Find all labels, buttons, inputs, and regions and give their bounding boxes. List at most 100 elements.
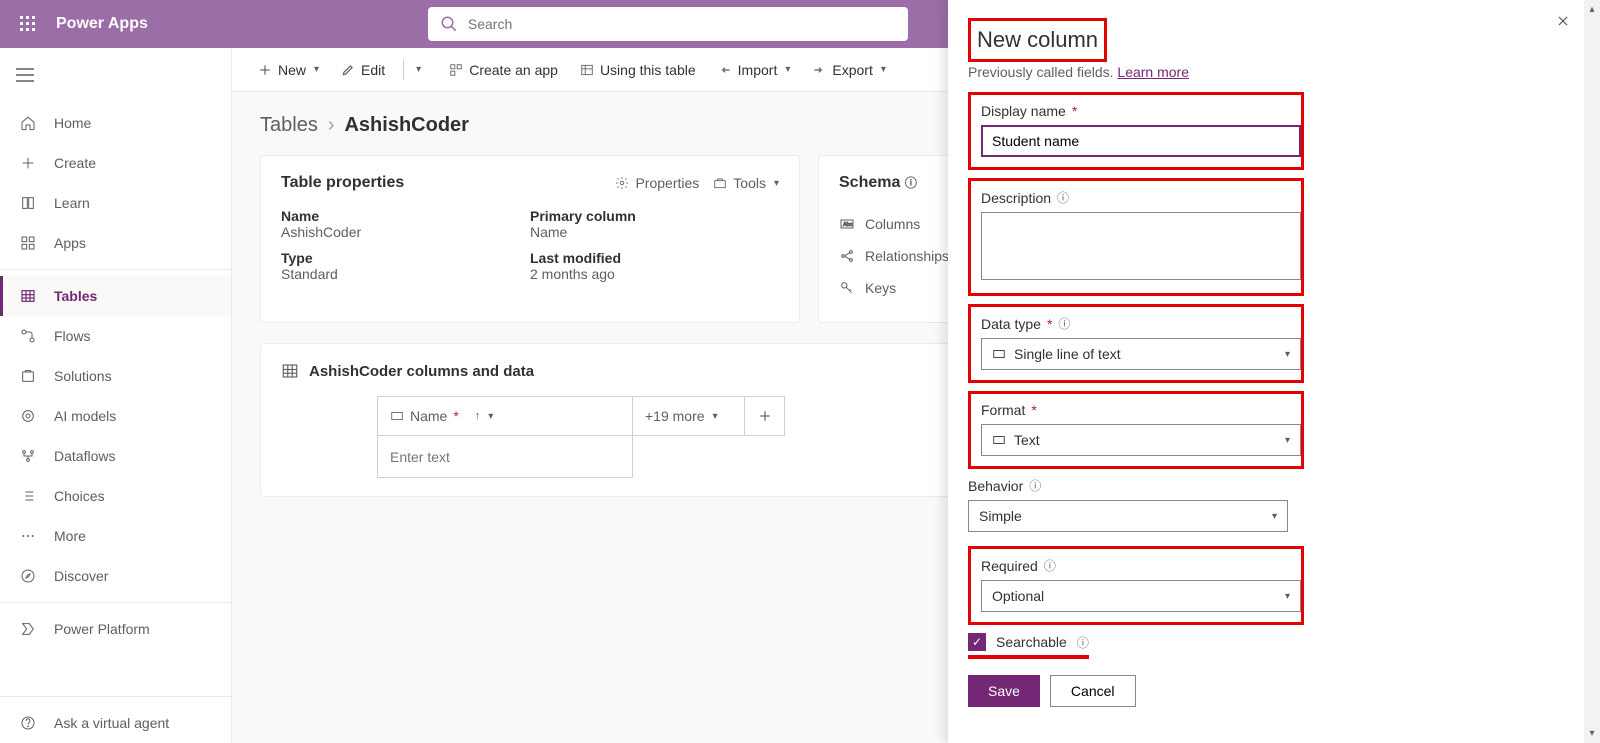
waffle-icon[interactable] bbox=[12, 8, 44, 40]
sidebar: Home Create Learn Apps Tables Flows Solu… bbox=[0, 48, 232, 743]
sidebar-item-ai-models[interactable]: AI models bbox=[0, 396, 231, 436]
properties-link[interactable]: Properties bbox=[615, 175, 699, 191]
prop-name-label: Name bbox=[281, 208, 530, 224]
breadcrumb-root[interactable]: Tables bbox=[260, 114, 318, 137]
prop-modified-value: 2 months ago bbox=[530, 266, 779, 282]
sidebar-item-dataflows[interactable]: Dataflows bbox=[0, 436, 231, 476]
table-properties-card: Table properties Properties Tools▾ Name … bbox=[260, 155, 800, 323]
export-button[interactable]: Export▾ bbox=[804, 56, 894, 84]
new-button[interactable]: New▾ bbox=[250, 56, 327, 84]
sidebar-item-power-platform[interactable]: Power Platform bbox=[0, 609, 231, 649]
sidebar-item-label: Dataflows bbox=[54, 448, 115, 464]
description-input[interactable] bbox=[981, 212, 1301, 280]
new-column-panel: New column Previously called fields. Lea… bbox=[948, 0, 1584, 743]
column-header-name[interactable]: Name* ↑▾ bbox=[377, 396, 633, 436]
prop-primary-value: Name bbox=[530, 224, 779, 240]
more-columns[interactable]: +19 more▾ bbox=[633, 396, 745, 436]
panel-title: New column bbox=[977, 27, 1098, 53]
learn-more-link[interactable]: Learn more bbox=[1117, 64, 1189, 80]
search-input[interactable] bbox=[468, 16, 896, 32]
sidebar-item-flows[interactable]: Flows bbox=[0, 316, 231, 356]
platform-icon bbox=[18, 619, 38, 639]
search-icon bbox=[440, 15, 458, 33]
section-title: AshishCoder columns and data bbox=[309, 363, 534, 380]
import-button[interactable]: Import▾ bbox=[710, 56, 799, 84]
sidebar-item-create[interactable]: Create bbox=[0, 143, 231, 183]
breadcrumb-current: AshishCoder bbox=[344, 114, 468, 137]
plus-icon bbox=[258, 63, 272, 77]
edit-button[interactable]: Edit bbox=[333, 56, 393, 84]
app-title: Power Apps bbox=[56, 15, 148, 33]
apps-icon bbox=[18, 233, 38, 253]
sidebar-item-tables[interactable]: Tables bbox=[0, 276, 231, 316]
chevron-down-icon: ▾ bbox=[774, 178, 779, 189]
save-button[interactable]: Save bbox=[968, 675, 1040, 707]
card-title: Schema ⓘ bbox=[839, 174, 917, 192]
sidebar-item-choices[interactable]: Choices bbox=[0, 476, 231, 516]
plus-icon bbox=[18, 153, 38, 173]
table-icon bbox=[580, 63, 594, 77]
add-column-button[interactable] bbox=[745, 396, 785, 436]
solutions-icon bbox=[18, 366, 38, 386]
behavior-dropdown[interactable]: Simple ▾ bbox=[968, 500, 1288, 532]
chevron-down-icon: ▾ bbox=[488, 411, 493, 422]
chevron-down-icon: ▾ bbox=[881, 64, 886, 75]
search-box[interactable] bbox=[428, 7, 908, 41]
sidebar-item-label: AI models bbox=[54, 408, 116, 424]
book-icon bbox=[18, 193, 38, 213]
sidebar-item-solutions[interactable]: Solutions bbox=[0, 356, 231, 396]
prop-name-value: AshishCoder bbox=[281, 224, 530, 240]
info-icon[interactable]: ⓘ bbox=[905, 176, 917, 190]
tools-link[interactable]: Tools▾ bbox=[713, 175, 779, 191]
prop-type-value: Standard bbox=[281, 266, 530, 282]
chevron-down-icon[interactable]: ▾ bbox=[416, 64, 421, 75]
info-icon[interactable]: ⓘ bbox=[1029, 477, 1041, 494]
chevron-right-icon: › bbox=[328, 114, 335, 137]
format-dropdown[interactable]: Text ▾ bbox=[981, 424, 1301, 456]
info-icon[interactable]: ⓘ bbox=[1077, 634, 1089, 651]
toolbox-icon bbox=[713, 176, 727, 190]
display-name-label: Display name bbox=[981, 103, 1066, 119]
info-icon[interactable]: ⓘ bbox=[1057, 189, 1069, 206]
display-name-input[interactable] bbox=[981, 125, 1301, 157]
hamburger-icon[interactable] bbox=[0, 60, 231, 93]
sidebar-item-label: Apps bbox=[54, 235, 86, 251]
close-button[interactable] bbox=[1556, 14, 1570, 33]
sidebar-item-ask-agent[interactable]: Ask a virtual agent bbox=[0, 703, 231, 743]
create-app-button[interactable]: Create an app bbox=[441, 56, 566, 84]
info-icon[interactable]: ⓘ bbox=[1058, 315, 1070, 332]
ai-icon bbox=[18, 406, 38, 426]
scroll-down-icon[interactable]: ▾ bbox=[1589, 728, 1594, 739]
sidebar-item-home[interactable]: Home bbox=[0, 103, 231, 143]
scroll-up-icon[interactable]: ▴ bbox=[1589, 4, 1594, 15]
prop-modified-label: Last modified bbox=[530, 250, 779, 266]
cell-input[interactable] bbox=[377, 436, 633, 478]
searchable-checkbox[interactable]: ✓ bbox=[968, 633, 986, 651]
sidebar-item-learn[interactable]: Learn bbox=[0, 183, 231, 223]
relationships-icon bbox=[839, 248, 855, 264]
import-icon bbox=[718, 63, 732, 77]
grid-icon bbox=[449, 63, 463, 77]
datatype-label: Data type bbox=[981, 316, 1041, 332]
table-icon bbox=[281, 362, 299, 380]
sidebar-item-label: Solutions bbox=[54, 368, 112, 384]
chevron-down-icon: ▾ bbox=[785, 64, 790, 75]
using-table-button[interactable]: Using this table bbox=[572, 56, 704, 84]
key-icon bbox=[839, 280, 855, 296]
sidebar-item-more[interactable]: More bbox=[0, 516, 231, 556]
list-icon bbox=[18, 486, 38, 506]
sidebar-item-discover[interactable]: Discover bbox=[0, 556, 231, 596]
sidebar-item-label: Ask a virtual agent bbox=[54, 715, 169, 731]
panel-subtitle: Previously called fields. Learn more bbox=[968, 64, 1564, 80]
sidebar-item-label: Create bbox=[54, 155, 96, 171]
sidebar-item-apps[interactable]: Apps bbox=[0, 223, 231, 263]
gear-icon bbox=[615, 176, 629, 190]
datatype-dropdown[interactable]: Single line of text ▾ bbox=[981, 338, 1301, 370]
required-label: Required bbox=[981, 558, 1038, 574]
text-icon: Abc bbox=[839, 216, 855, 232]
required-dropdown[interactable]: Optional ▾ bbox=[981, 580, 1301, 612]
cancel-button[interactable]: Cancel bbox=[1050, 675, 1136, 707]
info-icon[interactable]: ⓘ bbox=[1044, 557, 1056, 574]
chevron-down-icon: ▾ bbox=[1285, 349, 1290, 360]
vertical-scrollbar[interactable]: ▴ ▾ bbox=[1584, 0, 1600, 743]
